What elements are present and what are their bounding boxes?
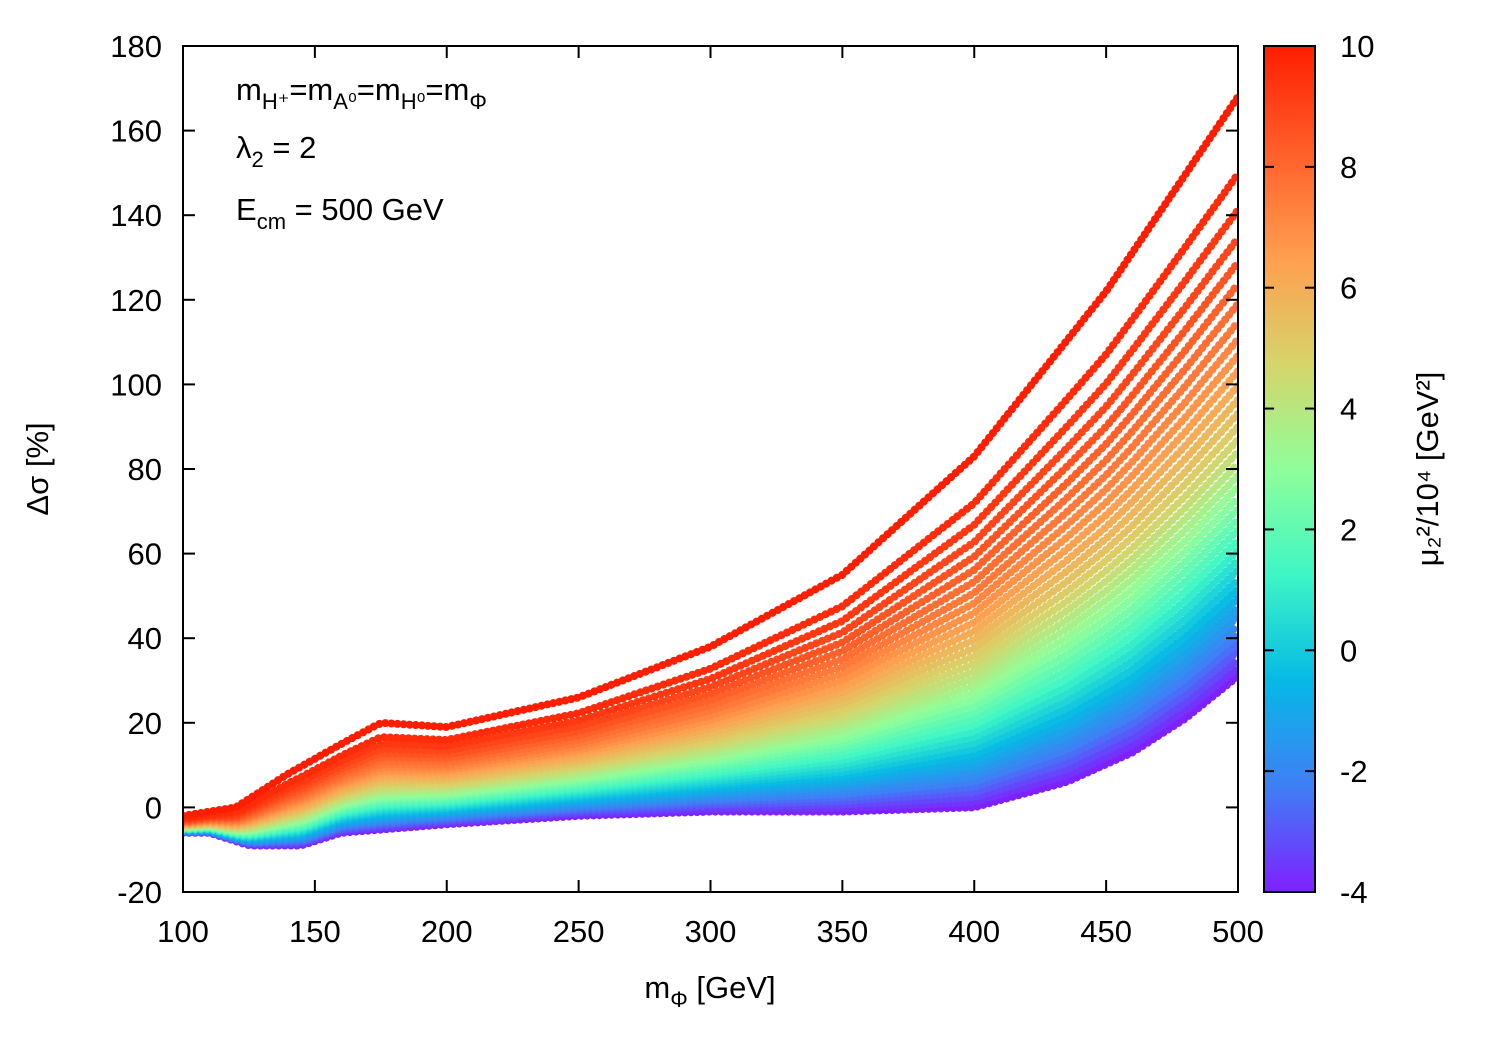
scatter-series	[183, 205, 1238, 824]
x-tick-label: 350	[817, 914, 869, 949]
x-tick-label: 150	[289, 914, 341, 949]
y-tick-label: 100	[110, 367, 162, 402]
y-tick-label: 120	[110, 283, 162, 318]
colorbar-tick-label: 0	[1340, 633, 1357, 668]
x-tick-label: 100	[157, 914, 209, 949]
colorbar-tick-label: 6	[1340, 271, 1357, 306]
colorbar-title: μ₂²/10⁴ [GeV²]	[1410, 372, 1445, 567]
scatter-band	[183, 92, 1238, 850]
colorbar-axis: -4 -2 0 2 4 6 8 10	[1264, 29, 1374, 910]
y-axis: -20 0 20 40 60 80 100 120 140 160 180	[110, 29, 1238, 910]
y-tick-label: 140	[110, 198, 162, 233]
y-tick-label: 40	[128, 621, 162, 656]
scatter-series	[183, 258, 1238, 825]
y-axis-title: Δσ [%]	[20, 422, 55, 515]
y-tick-label: -20	[117, 875, 162, 910]
y-tick-label: 0	[145, 790, 162, 825]
annotation-ecm: Ecm = 500 GeV	[236, 192, 444, 234]
y-tick-label: 20	[128, 706, 162, 741]
x-tick-label: 250	[553, 914, 605, 949]
x-tick-label: 400	[948, 914, 1000, 949]
y-tick-label: 60	[128, 537, 162, 572]
y-tick-label: 160	[110, 114, 162, 149]
x-axis-title: mΦ [GeV]	[644, 970, 775, 1012]
x-tick-label: 450	[1080, 914, 1132, 949]
colorbar-tick-label: -4	[1340, 875, 1368, 910]
scatter-series	[183, 234, 1238, 824]
scatter-series	[183, 92, 1238, 820]
colorbar-tick-label: 8	[1340, 150, 1357, 185]
annotation-mass-relation: mH⁺=mA⁰=mH⁰=mΦ	[236, 72, 487, 114]
y-tick-label: 80	[128, 452, 162, 487]
x-axis: 100 150 200 250 300 350 400 450 500	[157, 46, 1264, 949]
colorbar-tick-label: 10	[1340, 29, 1374, 64]
colorbar-tick-label: 4	[1340, 392, 1357, 427]
x-tick-label: 300	[685, 914, 737, 949]
y-tick-label: 180	[110, 29, 162, 64]
colorbar	[1263, 45, 1316, 893]
x-tick-label: 200	[421, 914, 473, 949]
colorbar-tick-label: 2	[1340, 512, 1357, 547]
colorbar-tick-label: -2	[1340, 754, 1368, 789]
scatter-series	[183, 170, 1238, 823]
x-tick-label: 500	[1212, 914, 1264, 949]
scatter-series	[183, 280, 1238, 826]
annotation-lambda2: λ2 = 2	[236, 130, 316, 172]
